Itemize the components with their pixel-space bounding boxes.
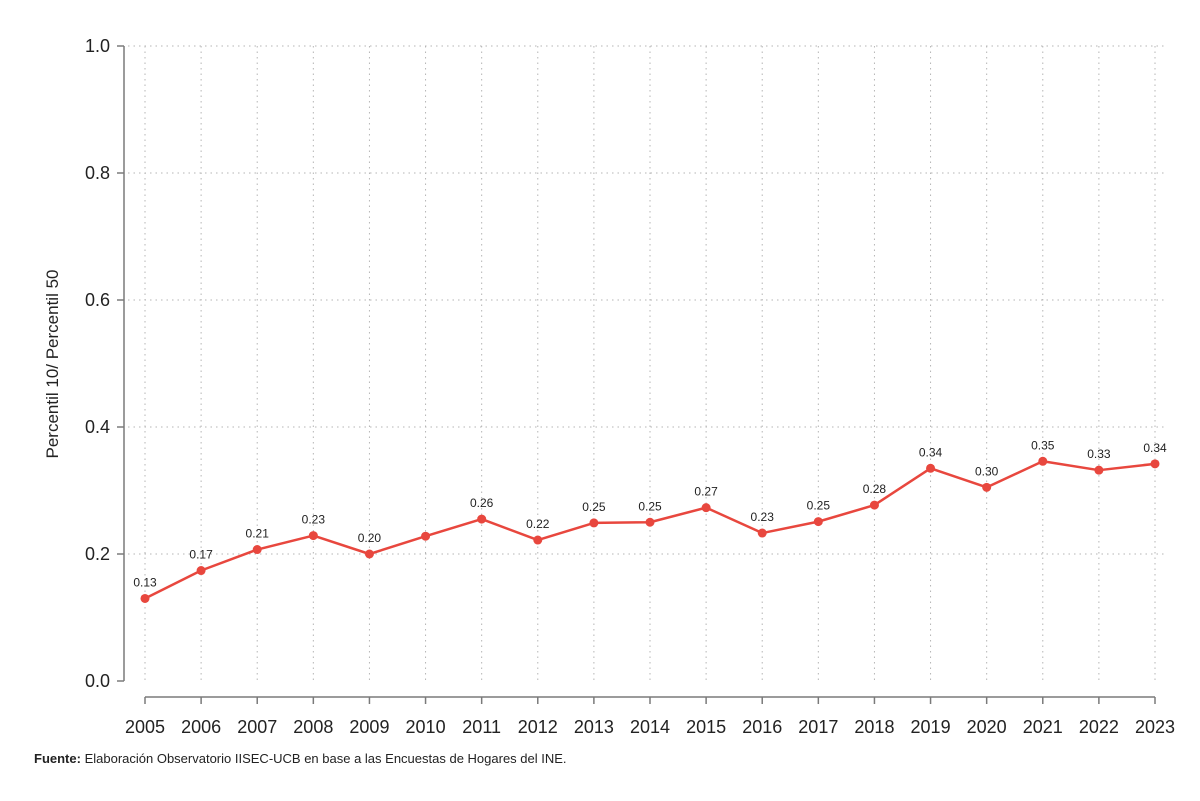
x-tick-label: 2009: [349, 717, 389, 737]
x-tick-label: 2007: [237, 717, 277, 737]
source-note: Fuente: Elaboración Observatorio IISEC-U…: [34, 751, 567, 766]
data-point: [1094, 465, 1104, 475]
data-label: 0.34: [919, 445, 943, 459]
source-prefix: Fuente:: [34, 751, 81, 766]
x-tick-label: 2011: [462, 717, 501, 737]
data-point: [533, 535, 543, 545]
x-tick-label: 2020: [967, 717, 1007, 737]
grid-lines: [128, 45, 1165, 681]
x-tick-label: 2023: [1135, 717, 1175, 737]
data-point: [926, 463, 936, 473]
x-tick-label: 2016: [742, 717, 782, 737]
data-point: [1038, 456, 1048, 466]
data-label: 0.17: [189, 548, 213, 562]
x-tick-label: 2006: [181, 717, 221, 737]
data-label: 0.21: [246, 527, 270, 541]
data-label: 0.27: [694, 485, 718, 499]
data-point: [364, 549, 374, 559]
x-tick-label: 2005: [125, 717, 165, 737]
data-label: 0.23: [302, 513, 326, 527]
x-tick-label: 2022: [1079, 717, 1119, 737]
x-tick-label: 2012: [518, 717, 558, 737]
data-label: 0.34: [1143, 441, 1167, 455]
data-label: 0.26: [470, 496, 494, 510]
data-label: 0.23: [751, 510, 775, 524]
data-point: [196, 566, 206, 576]
y-tick-label: 0.0: [85, 671, 110, 691]
data-point: [421, 531, 431, 541]
x-tick-label: 2008: [293, 717, 333, 737]
y-axis-title: Percentil 10/ Percentil 50: [43, 270, 62, 459]
data-point: [982, 482, 992, 492]
data-label: 0.30: [975, 464, 999, 478]
x-tick-label: 2013: [574, 717, 614, 737]
data-label: 0.22: [526, 517, 550, 531]
data-label: 0.13: [133, 575, 157, 589]
data-label: 0.28: [863, 482, 887, 496]
data-point: [701, 503, 711, 513]
data-point: [645, 517, 655, 527]
data-series: [140, 456, 1160, 603]
data-point: [1150, 459, 1160, 469]
y-tick-label: 0.8: [85, 163, 110, 183]
x-tick-label: 2010: [406, 717, 446, 737]
data-label: 0.25: [807, 499, 831, 513]
data-point: [757, 528, 767, 538]
y-tick-labels: 0.0 0.2 0.4 0.6 0.8 1.0: [85, 36, 110, 691]
data-point: [869, 500, 879, 510]
x-tick-label: 2021: [1023, 717, 1063, 737]
x-tick-label: 2015: [686, 717, 726, 737]
data-point: [308, 531, 318, 541]
x-tick-label: 2014: [630, 717, 670, 737]
y-tick-label: 0.6: [85, 290, 110, 310]
y-tick-label: 1.0: [85, 36, 110, 56]
y-tick-label: 0.4: [85, 417, 110, 437]
data-labels: 0.13 0.17 0.21 0.23 0.20 0.26 0.22 0.25 0.25 0.27…: [133, 438, 1167, 589]
data-label: 0.25: [638, 499, 662, 513]
data-point: [813, 517, 823, 527]
data-label: 0.25: [582, 500, 606, 514]
data-point: [589, 518, 599, 528]
y-tick-label: 0.2: [85, 544, 110, 564]
data-label: 0.33: [1087, 447, 1111, 461]
x-tick-label: 2019: [911, 717, 951, 737]
data-label: 0.20: [358, 531, 382, 545]
x-tick-label: 2018: [854, 717, 894, 737]
data-label: 0.35: [1031, 438, 1055, 452]
data-point: [477, 514, 487, 524]
source-text: Elaboración Observatorio IISEC-UCB en ba…: [80, 751, 567, 766]
axes: [117, 45, 1156, 704]
x-tick-labels: 2005 2006 2007 2008 2009 2010 2011 2012 2013 2014…: [125, 717, 1175, 737]
x-tick-label: 2017: [798, 717, 838, 737]
data-point: [140, 593, 150, 603]
data-point: [252, 545, 262, 555]
